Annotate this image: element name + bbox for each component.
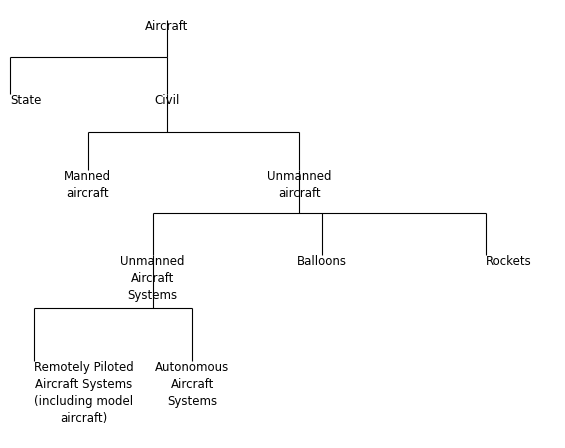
Text: Remotely Piloted
Aircraft Systems
(including model
aircraft): Remotely Piloted Aircraft Systems (inclu… bbox=[34, 361, 134, 425]
Text: State: State bbox=[10, 94, 42, 107]
Text: Rockets: Rockets bbox=[486, 255, 532, 268]
Text: Aircraft: Aircraft bbox=[145, 20, 188, 33]
Text: Unmanned
aircraft: Unmanned aircraft bbox=[267, 170, 332, 200]
Text: Civil: Civil bbox=[154, 94, 179, 107]
Text: Autonomous
Aircraft
Systems: Autonomous Aircraft Systems bbox=[155, 361, 229, 408]
Text: Balloons: Balloons bbox=[297, 255, 347, 268]
Text: Unmanned
Aircraft
Systems: Unmanned Aircraft Systems bbox=[120, 255, 185, 302]
Text: Manned
aircraft: Manned aircraft bbox=[64, 170, 111, 200]
